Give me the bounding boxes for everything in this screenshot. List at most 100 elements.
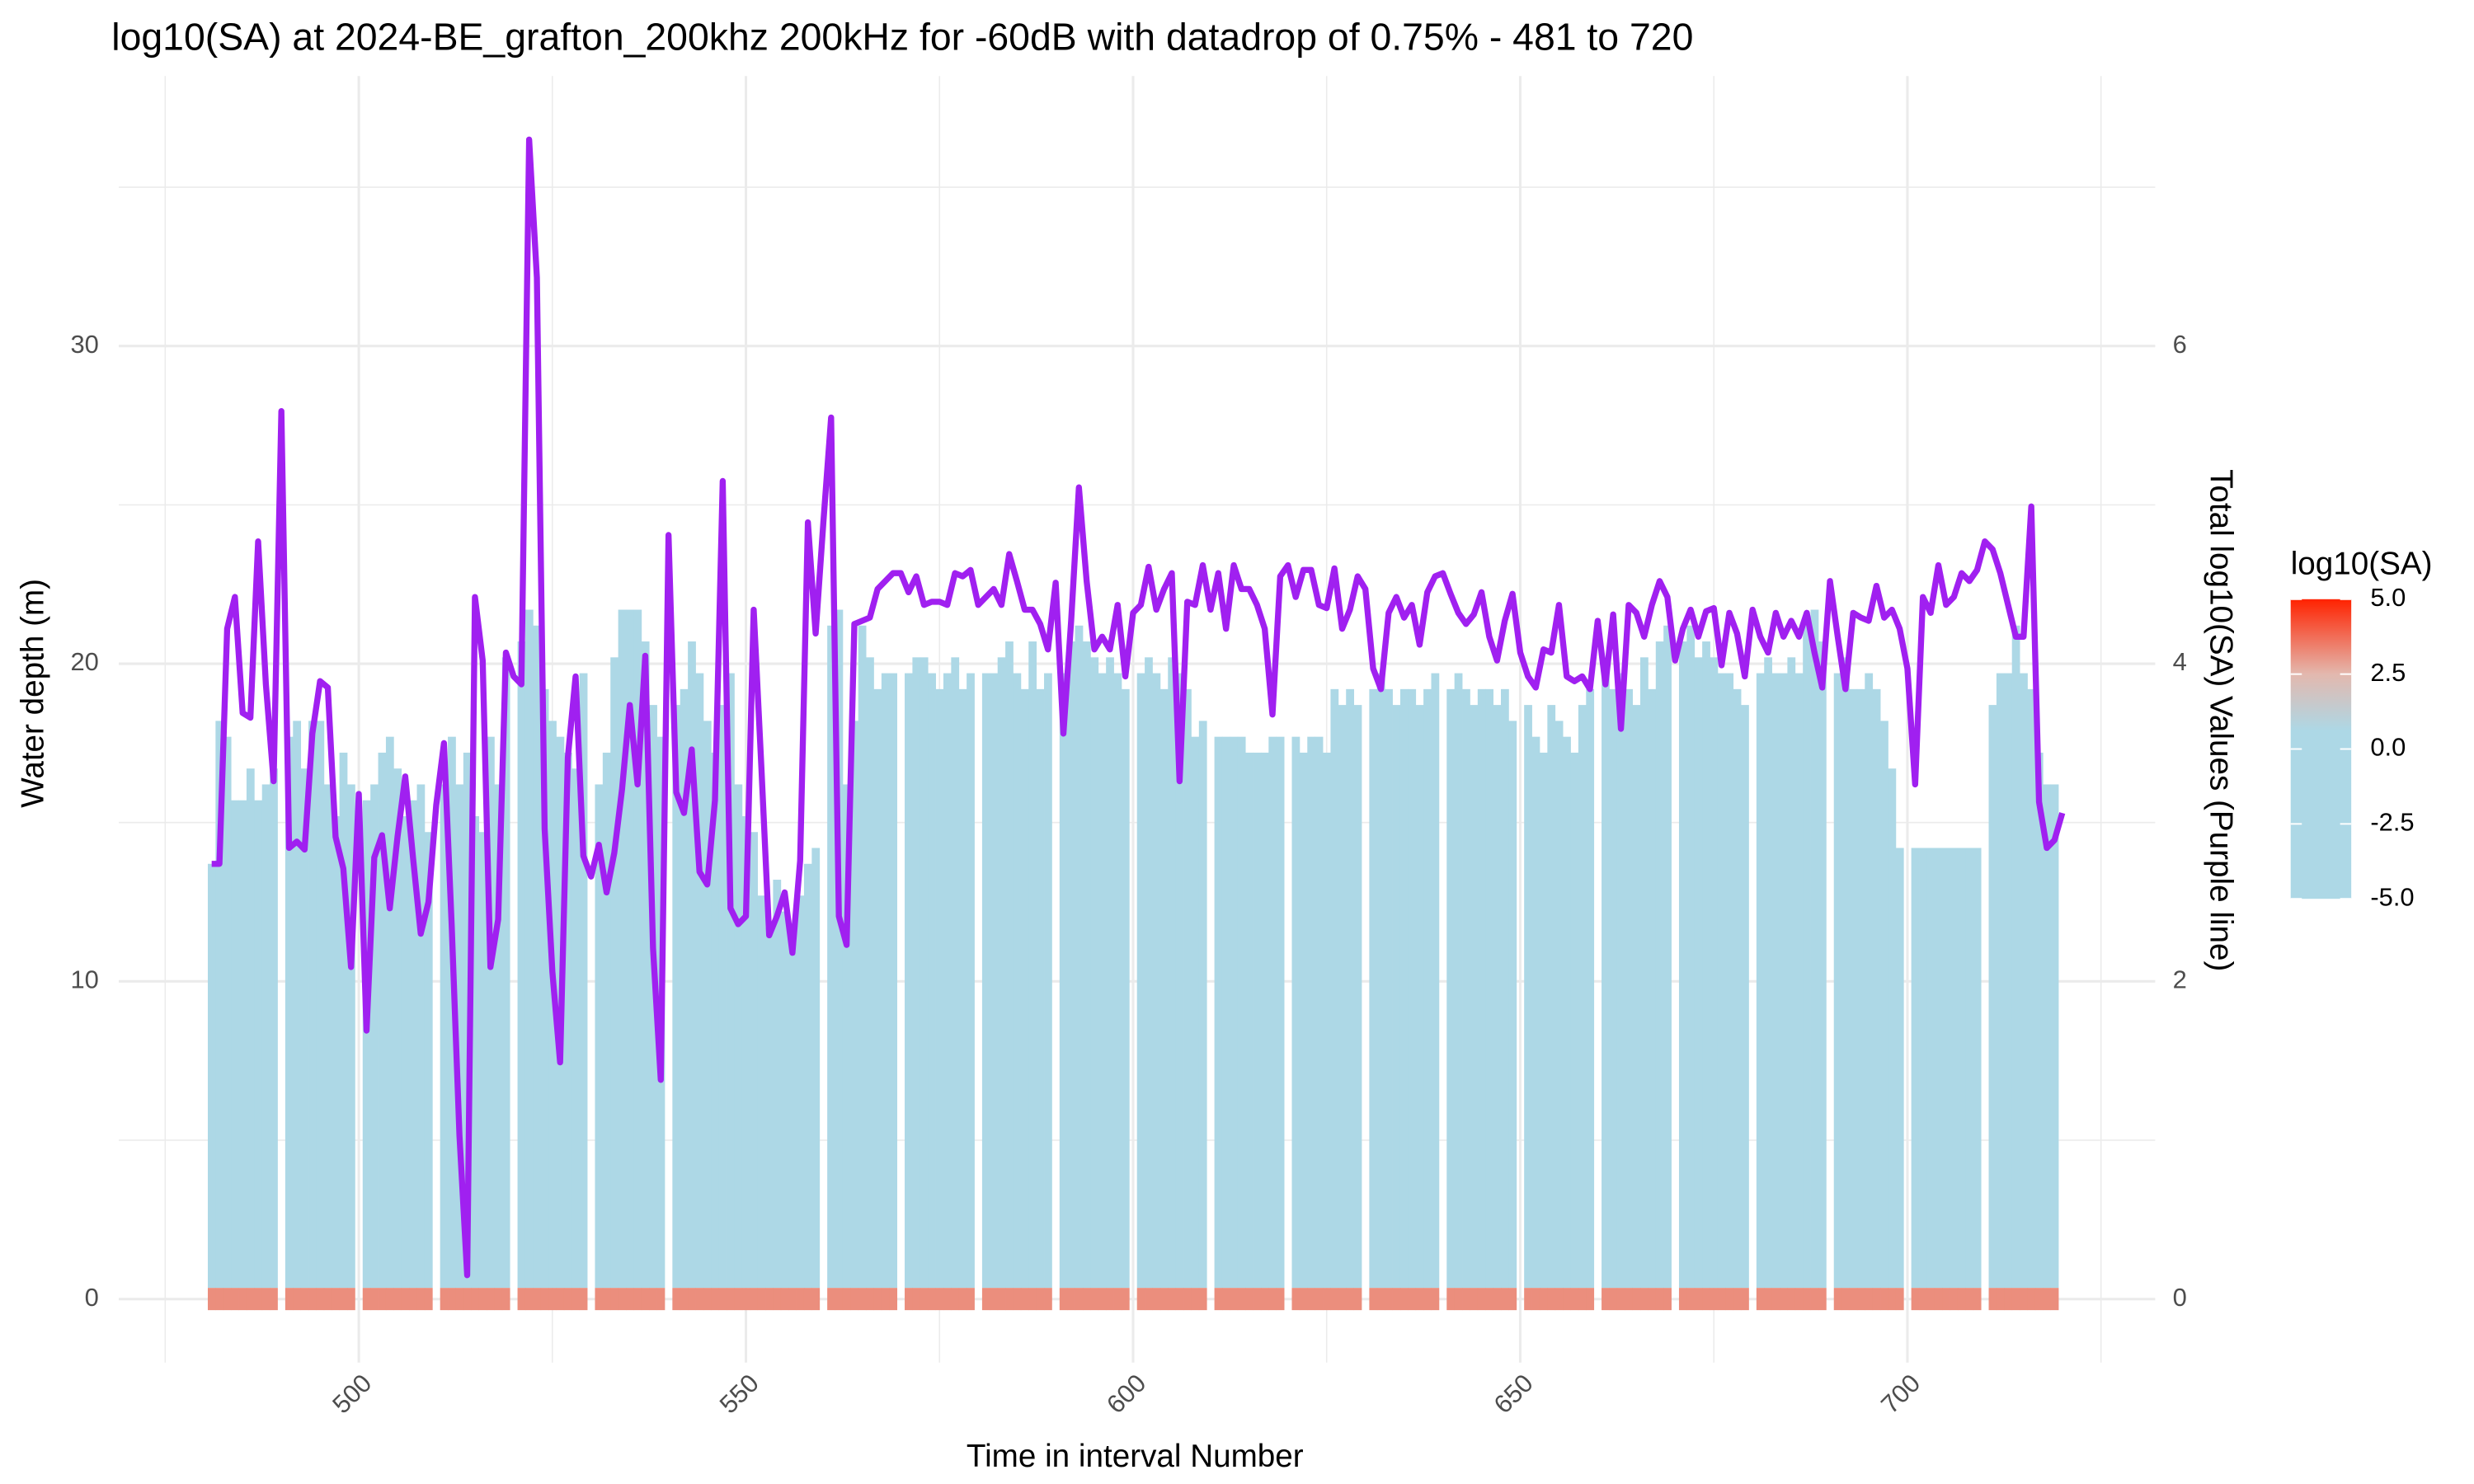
surface-cell (339, 1288, 348, 1311)
surface-cell (487, 1288, 495, 1311)
heatmap-column (494, 784, 503, 1289)
surface-cell (858, 1288, 867, 1311)
heatmap-column (718, 705, 727, 1289)
heatmap-column (1408, 688, 1417, 1289)
heatmap-column (1214, 736, 1223, 1289)
surface-cell (1075, 1288, 1084, 1311)
heatmap-column (741, 815, 750, 1289)
heatmap-column (1454, 673, 1463, 1289)
heatmap-column (1686, 625, 1696, 1289)
surface-cell (741, 1288, 750, 1311)
surface-cell (1501, 1288, 1509, 1311)
heatmap-column (796, 895, 805, 1289)
heatmap-column (1764, 657, 1773, 1289)
heatmap-column (873, 688, 882, 1289)
heatmap-column (1501, 688, 1509, 1289)
heatmap-column (2011, 625, 2020, 1289)
surface-cell (478, 1288, 487, 1311)
heatmap-column (1570, 752, 1579, 1289)
surface-cell (935, 1288, 944, 1311)
heatmap-column (1810, 609, 1819, 1289)
surface-cell (1399, 1288, 1409, 1311)
labels: 0 10 20 30 0 2 4 6 500 550 600 650 700 5.0 2.5 0.0 -2.5 -… (70, 330, 2414, 1419)
heatmap-column (517, 641, 526, 1289)
heatmap-column (1423, 688, 1432, 1289)
heatmap-column (1655, 641, 1664, 1289)
surface-cell (1632, 1288, 1641, 1311)
surface-cell (1694, 1288, 1703, 1311)
surface-cell (1159, 1288, 1169, 1311)
heatmap-column (1996, 673, 2005, 1289)
heatmap-column (1741, 705, 1749, 1289)
heatmap-column (1648, 688, 1657, 1289)
heatmap-column (626, 609, 634, 1289)
heatmap-column (1787, 657, 1796, 1289)
surface-cell (626, 1288, 634, 1311)
heatmap-column (2020, 673, 2028, 1289)
surface-cell (850, 1288, 859, 1311)
heatmap-column (339, 752, 348, 1289)
surface-cell (424, 1288, 433, 1311)
heatmap-column (533, 625, 542, 1289)
surface-cell (448, 1288, 456, 1311)
heatmap-column (1067, 641, 1075, 1289)
surface-cell (1214, 1288, 1223, 1311)
surface-cell (1431, 1288, 1440, 1311)
heatmap-column (1198, 721, 1207, 1289)
heatmap-column (750, 832, 759, 1289)
heatmap-column (1237, 736, 1246, 1289)
heatmap-column (1710, 657, 1719, 1289)
heatmap-column (1323, 752, 1331, 1289)
surface-cell (401, 1288, 410, 1311)
surface-cell (1895, 1288, 1904, 1311)
heatmap-column (757, 895, 766, 1289)
heatmap-column (1136, 673, 1145, 1289)
total-line (211, 136, 2066, 1279)
heatmap-column (440, 784, 449, 1289)
surface-cell (1470, 1288, 1479, 1311)
y2-axis-label: Total log10(SA) Values (Purple line) (2204, 469, 2239, 971)
surface-cell (1013, 1288, 1022, 1311)
surface-cell (1563, 1288, 1571, 1311)
surface-cell (641, 1288, 650, 1311)
x-axis-label: Time in interval Number (967, 1439, 1304, 1474)
heatmap-column (1609, 688, 1618, 1289)
heatmap-column (1911, 848, 1920, 1289)
surface-cell (1717, 1288, 1726, 1311)
surface-cell (1268, 1288, 1277, 1311)
surface-cell (1245, 1288, 1253, 1311)
heatmap-column (850, 721, 859, 1289)
surface-cell (928, 1288, 936, 1311)
heatmap-column (1260, 752, 1269, 1289)
chart-title: log10(SA) at 2024-BE_grafton_200khz 200k… (111, 16, 1693, 59)
heatmap-column (1602, 673, 1610, 1289)
heatmap-column (1888, 768, 1897, 1289)
surface-cell (780, 1288, 789, 1311)
surface-cell (1082, 1288, 1091, 1311)
heatmap-column (471, 815, 479, 1289)
surface-cell (524, 1288, 534, 1311)
surface-cell (842, 1288, 851, 1311)
surface-cell (951, 1288, 960, 1311)
surface-cell (688, 1288, 696, 1311)
heatmap-column (308, 721, 317, 1289)
surface-cell (370, 1288, 379, 1311)
heatmap-column (1338, 705, 1347, 1289)
surface-cell (362, 1288, 371, 1311)
heatmap-column (842, 784, 851, 1289)
surface-cell (1524, 1288, 1532, 1311)
heatmap-column (602, 752, 611, 1289)
heatmap-column (765, 927, 774, 1289)
surface-cell (501, 1288, 510, 1311)
surface-cell (1392, 1288, 1401, 1311)
heatmap-column (424, 832, 433, 1289)
heatmap-column (1794, 673, 1804, 1289)
y2-tick-label: 6 (2173, 330, 2187, 359)
heatmap-column (238, 800, 247, 1289)
surface-cell (889, 1288, 898, 1311)
x-tick-label: 500 (327, 1369, 377, 1419)
heatmap (207, 609, 2059, 1311)
surface-cell (223, 1288, 232, 1311)
surface-cell (1005, 1288, 1014, 1311)
surface-cell (1113, 1288, 1122, 1311)
